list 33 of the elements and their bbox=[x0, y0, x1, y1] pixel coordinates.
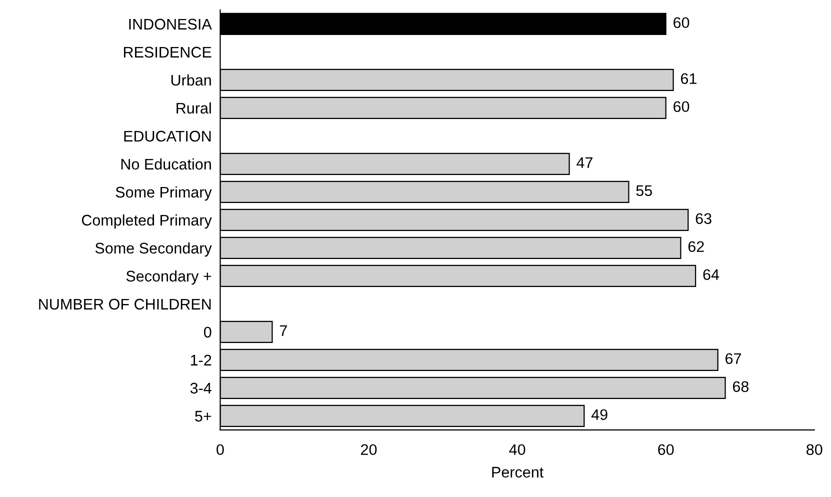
data-label: 49 bbox=[591, 409, 608, 420]
y-tick-label: Completed Primary bbox=[82, 214, 212, 229]
y-tick-label: 3-4 bbox=[190, 382, 212, 394]
data-label: 67 bbox=[726, 353, 741, 364]
data-label: 60 bbox=[674, 17, 690, 28]
y-tick-label: Some Secondary bbox=[95, 242, 212, 257]
y-tick-label: 1-2 bbox=[190, 354, 212, 366]
y-tick-label: RESIDENCE bbox=[124, 46, 212, 58]
data-label: 61 bbox=[680, 73, 696, 84]
y-tick-label: Urban bbox=[171, 74, 211, 86]
data-label: 60 bbox=[674, 101, 690, 112]
y-tick-label: INDONESIA bbox=[129, 18, 212, 30]
y-tick-label: 5+ bbox=[195, 410, 212, 422]
data-label: 7 bbox=[280, 325, 287, 336]
x-tick-label: 80 bbox=[806, 444, 822, 456]
x-tick-label: 40 bbox=[509, 444, 526, 456]
x-tick-label: 0 bbox=[216, 444, 224, 456]
x-tick-label: 60 bbox=[658, 444, 674, 456]
y-tick-label: EDUCATION bbox=[124, 130, 211, 142]
data-label: 62 bbox=[688, 241, 704, 252]
data-label: 64 bbox=[703, 269, 720, 280]
data-label: 55 bbox=[636, 185, 652, 196]
x-axis-title: Percent bbox=[492, 466, 544, 478]
data-label: 47 bbox=[576, 157, 592, 168]
data-label: 63 bbox=[696, 213, 712, 224]
y-tick-label: No Education bbox=[121, 158, 211, 170]
y-tick-label: Secondary + bbox=[126, 270, 212, 285]
x-tick-label: 20 bbox=[361, 444, 377, 456]
y-tick-label: Some Primary bbox=[116, 186, 212, 201]
y-tick-label: NUMBER OF CHILDREN bbox=[39, 298, 211, 310]
data-label: 68 bbox=[732, 381, 749, 392]
y-tick-label: 0 bbox=[204, 326, 212, 338]
y-tick-label: Rural bbox=[176, 102, 211, 114]
